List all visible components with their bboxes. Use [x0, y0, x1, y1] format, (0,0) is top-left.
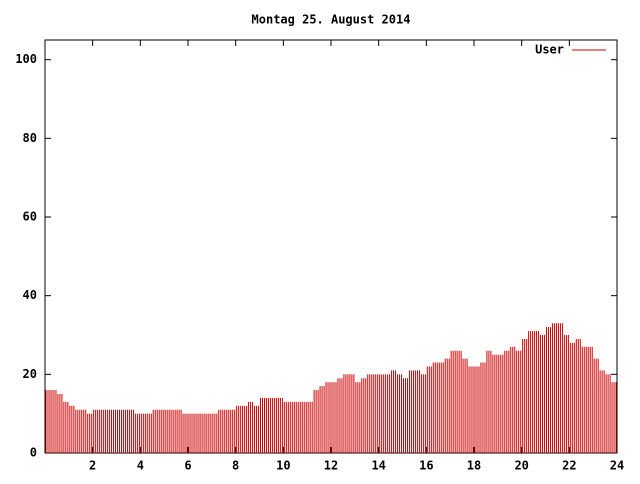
y-tick-label: 40 — [23, 288, 37, 302]
x-tick-label: 2 — [89, 459, 96, 473]
x-tick-label: 12 — [324, 459, 338, 473]
y-tick-label: 0 — [30, 446, 37, 460]
chart-title: Montag 25. August 2014 — [252, 13, 411, 27]
x-tick-label: 4 — [137, 459, 144, 473]
y-tick-label: 80 — [23, 131, 37, 145]
y-tick-label: 20 — [23, 367, 37, 381]
x-tick-label: 14 — [371, 459, 385, 473]
y-tick-label: 100 — [15, 52, 37, 66]
x-tick-label: 22 — [562, 459, 576, 473]
x-tick-label: 10 — [276, 459, 290, 473]
y-tick-label: 60 — [23, 210, 37, 224]
x-tick-label: 24 — [610, 459, 624, 473]
x-tick-label: 8 — [232, 459, 239, 473]
x-tick-label: 16 — [419, 459, 433, 473]
x-tick-label: 6 — [184, 459, 191, 473]
x-tick-label: 20 — [514, 459, 528, 473]
x-tick-label: 18 — [467, 459, 481, 473]
legend-label: User — [535, 43, 564, 57]
